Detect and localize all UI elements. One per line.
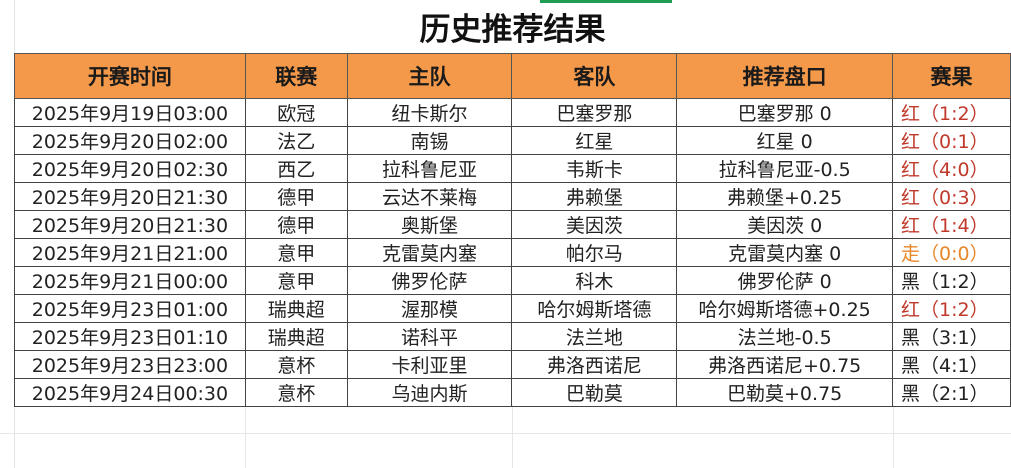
cell-home[interactable]: 佛罗伦萨: [346, 266, 513, 295]
grid-line: [0, 433, 1011, 434]
cell-league[interactable]: 西乙: [244, 154, 348, 183]
cell-result[interactable]: 红（1:2）: [892, 294, 1011, 323]
cell-league[interactable]: 德甲: [244, 182, 348, 211]
cell-away[interactable]: 弗洛西诺尼: [511, 350, 678, 379]
cell-result[interactable]: 黑（2:1）: [892, 378, 1011, 407]
cell-away[interactable]: 科木: [511, 266, 678, 295]
cell-away[interactable]: 法兰地: [511, 322, 678, 351]
page-title: 历史推荐结果: [419, 11, 606, 48]
cell-away[interactable]: 红星: [511, 126, 678, 155]
header-time[interactable]: 开赛时间: [14, 53, 246, 99]
cell-pick[interactable]: 弗洛西诺尼+0.75: [676, 350, 894, 379]
table-row: 2025年9月20日02:00 法乙 南锡 红星 红星 0 红（0:1）: [14, 126, 1011, 155]
cell-time[interactable]: 2025年9月23日23:00: [14, 350, 246, 379]
cell-pick[interactable]: 美因茨 0: [676, 210, 894, 239]
header-league[interactable]: 联赛: [244, 53, 348, 99]
cell-time[interactable]: 2025年9月20日02:30: [14, 154, 246, 183]
grid-line: [893, 405, 894, 468]
table-row: 2025年9月21日00:00 意甲 佛罗伦萨 科木 佛罗伦萨 0 黑（1:2）: [14, 266, 1011, 295]
cell-time[interactable]: 2025年9月21日00:00: [14, 266, 246, 295]
column-selection-indicator: [540, 0, 672, 3]
cell-pick[interactable]: 佛罗伦萨 0: [676, 266, 894, 295]
table-row: 2025年9月24日00:30 意杯 乌迪内斯 巴勒莫 巴勒莫+0.75 黑（2:1）: [14, 378, 1011, 407]
cell-time[interactable]: 2025年9月21日21:00: [14, 238, 246, 267]
table-row: 2025年9月20日02:30 西乙 拉科鲁尼亚 韦斯卡 拉科鲁尼亚-0.5 红（4:0）: [14, 154, 1011, 183]
cell-pick[interactable]: 巴塞罗那 0: [676, 98, 894, 127]
cell-pick[interactable]: 巴勒莫+0.75: [676, 378, 894, 407]
cell-league[interactable]: 瑞典超: [244, 322, 348, 351]
cell-league[interactable]: 瑞典超: [244, 294, 348, 323]
cell-away[interactable]: 哈尔姆斯塔德: [511, 294, 678, 323]
cell-home[interactable]: 拉科鲁尼亚: [346, 154, 513, 183]
cell-away[interactable]: 韦斯卡: [511, 154, 678, 183]
cell-away[interactable]: 弗赖堡: [511, 182, 678, 211]
cell-home[interactable]: 纽卡斯尔: [346, 98, 513, 127]
cell-time[interactable]: 2025年9月19日03:00: [14, 98, 246, 127]
cell-time[interactable]: 2025年9月24日00:30: [14, 378, 246, 407]
cell-home[interactable]: 云达不莱梅: [346, 182, 513, 211]
table-row: 2025年9月23日01:00 瑞典超 渥那模 哈尔姆斯塔德 哈尔姆斯塔德+0.25 红（…: [14, 294, 1011, 323]
cell-time[interactable]: 2025年9月20日02:00: [14, 126, 246, 155]
header-result[interactable]: 赛果: [892, 53, 1011, 99]
cell-result[interactable]: 红（1:4）: [892, 210, 1011, 239]
cell-pick[interactable]: 拉科鲁尼亚-0.5: [676, 154, 894, 183]
cell-home[interactable]: 诺科平: [346, 322, 513, 351]
grid-line: [245, 405, 246, 468]
cell-home[interactable]: 渥那模: [346, 294, 513, 323]
header-row: 开赛时间 联赛 主队 客队 推荐盘口 赛果: [14, 53, 1011, 99]
cell-away[interactable]: 美因茨: [511, 210, 678, 239]
cell-pick[interactable]: 哈尔姆斯塔德+0.25: [676, 294, 894, 323]
cell-league[interactable]: 意杯: [244, 378, 348, 407]
header-home[interactable]: 主队: [346, 53, 513, 99]
cell-home[interactable]: 克雷莫内塞: [346, 238, 513, 267]
cell-away[interactable]: 巴勒莫: [511, 378, 678, 407]
cell-time[interactable]: 2025年9月23日01:10: [14, 322, 246, 351]
cell-league[interactable]: 德甲: [244, 210, 348, 239]
cell-league[interactable]: 意杯: [244, 350, 348, 379]
cell-league[interactable]: 意甲: [244, 266, 348, 295]
table-row: 2025年9月20日21:30 德甲 云达不莱梅 弗赖堡 弗赖堡+0.25 红（0:3）: [14, 182, 1011, 211]
table-row: 2025年9月23日01:10 瑞典超 诺科平 法兰地 法兰地-0.5 黑（3:1）: [14, 322, 1011, 351]
cell-pick[interactable]: 弗赖堡+0.25: [676, 182, 894, 211]
cell-home[interactable]: 卡利亚里: [346, 350, 513, 379]
cell-result[interactable]: 黑（3:1）: [892, 322, 1011, 351]
table-row: 2025年9月21日21:00 意甲 克雷莫内塞 帕尔马 克雷莫内塞 0 走（0:0）: [14, 238, 1011, 267]
cell-result[interactable]: 红（0:3）: [892, 182, 1011, 211]
cell-pick[interactable]: 法兰地-0.5: [676, 322, 894, 351]
cell-result[interactable]: 红（0:1）: [892, 126, 1011, 155]
cell-pick[interactable]: 红星 0: [676, 126, 894, 155]
cell-away[interactable]: 帕尔马: [511, 238, 678, 267]
cell-result[interactable]: 黑（4:1）: [892, 350, 1011, 379]
cell-home[interactable]: 乌迪内斯: [346, 378, 513, 407]
cell-result[interactable]: 走（0:0）: [892, 238, 1011, 267]
cell-pick[interactable]: 克雷莫内塞 0: [676, 238, 894, 267]
cell-result[interactable]: 红（1:2）: [892, 98, 1011, 127]
cell-time[interactable]: 2025年9月20日21:30: [14, 210, 246, 239]
cell-home[interactable]: 奥斯堡: [346, 210, 513, 239]
table-row: 2025年9月23日23:00 意杯 卡利亚里 弗洛西诺尼 弗洛西诺尼+0.75 黑（4:…: [14, 350, 1011, 379]
header-away[interactable]: 客队: [511, 53, 678, 99]
results-table: 开赛时间 联赛 主队 客队 推荐盘口 赛果 2025年9月19日03:00 欧冠纽…: [14, 53, 1011, 407]
cell-home[interactable]: 南锡: [346, 126, 513, 155]
table-row: 2025年9月19日03:00 欧冠 纽卡斯尔 巴塞罗那 巴塞罗那 0 红（1:2）: [14, 98, 1011, 127]
header-pick[interactable]: 推荐盘口: [676, 53, 894, 99]
cell-time[interactable]: 2025年9月20日21:30: [14, 182, 246, 211]
grid-line: [512, 405, 513, 468]
cell-result[interactable]: 红（4:0）: [892, 154, 1011, 183]
cell-away[interactable]: 巴塞罗那: [511, 98, 678, 127]
cell-result[interactable]: 黑（1:2）: [892, 266, 1011, 295]
cell-league[interactable]: 欧冠: [244, 98, 348, 127]
table-row: 2025年9月20日21:30 德甲 奥斯堡 美因茨 美因茨 0 红（1:4）: [14, 210, 1011, 239]
cell-time[interactable]: 2025年9月23日01:00: [14, 294, 246, 323]
cell-league[interactable]: 法乙: [244, 126, 348, 155]
cell-league[interactable]: 意甲: [244, 238, 348, 267]
